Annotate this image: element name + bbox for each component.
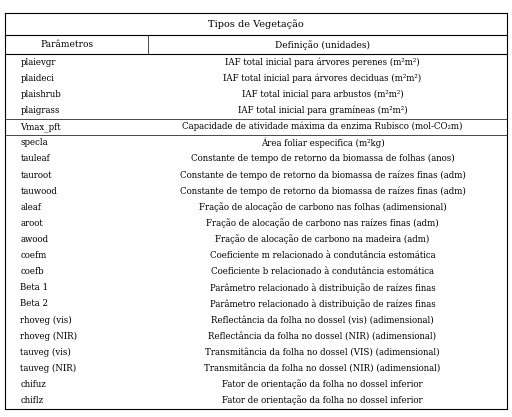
Text: awood: awood bbox=[20, 235, 49, 244]
Text: coefb: coefb bbox=[20, 267, 44, 276]
Text: aleaf: aleaf bbox=[20, 203, 41, 212]
Text: rhoveg (NIR): rhoveg (NIR) bbox=[20, 332, 78, 341]
Text: plaideci: plaideci bbox=[20, 74, 54, 83]
Text: Coeficiente m relacionado à condutância estomática: Coeficiente m relacionado à condutância … bbox=[210, 251, 435, 260]
Text: Reflectância da folha no dossel (NIR) (adimensional): Reflectância da folha no dossel (NIR) (a… bbox=[208, 332, 437, 341]
Text: Constante de tempo de retorno da biomassa de folhas (anos): Constante de tempo de retorno da biomass… bbox=[190, 154, 455, 163]
Text: tauroot: tauroot bbox=[20, 171, 52, 180]
Text: Vmax_pft: Vmax_pft bbox=[20, 122, 61, 131]
Text: Constante de tempo de retorno da biomassa de raízes finas (adm): Constante de tempo de retorno da biomass… bbox=[180, 186, 465, 196]
Text: chiflz: chiflz bbox=[20, 396, 44, 405]
Text: Parâmetro relacionado à distribuição de raízes finas: Parâmetro relacionado à distribuição de … bbox=[210, 283, 435, 293]
Text: IAF total inicial para árvores perenes (m²m²): IAF total inicial para árvores perenes (… bbox=[225, 58, 420, 67]
Text: Constante de tempo de retorno da biomassa de raízes finas (adm): Constante de tempo de retorno da biomass… bbox=[180, 170, 465, 180]
Text: Parâmetros: Parâmetros bbox=[40, 40, 93, 49]
Text: Parâmetro relacionado à distribuição de raízes finas: Parâmetro relacionado à distribuição de … bbox=[210, 299, 435, 309]
Text: Definição (unidades): Definição (unidades) bbox=[275, 40, 370, 50]
Text: Fração de alocação de carbono nas folhas (adimensional): Fração de alocação de carbono nas folhas… bbox=[199, 202, 446, 212]
Text: Beta 1: Beta 1 bbox=[20, 283, 49, 292]
Text: tauveg (vis): tauveg (vis) bbox=[20, 348, 71, 357]
Text: Beta 2: Beta 2 bbox=[20, 299, 49, 309]
Text: plaievgr: plaievgr bbox=[20, 58, 56, 67]
Text: Fração de alocação de carbono na madeira (adm): Fração de alocação de carbono na madeira… bbox=[216, 235, 430, 244]
Text: IAF total inicial para arbustos (m²m²): IAF total inicial para arbustos (m²m²) bbox=[242, 90, 403, 99]
Text: chifuz: chifuz bbox=[20, 380, 47, 389]
Text: rhoveg (vis): rhoveg (vis) bbox=[20, 316, 72, 324]
Text: tauveg (NIR): tauveg (NIR) bbox=[20, 364, 77, 373]
Text: Reflectância da folha no dossel (vis) (adimensional): Reflectância da folha no dossel (vis) (a… bbox=[211, 316, 434, 324]
Text: IAF total inicial para gramíneas (m²m²): IAF total inicial para gramíneas (m²m²) bbox=[238, 106, 408, 116]
Text: aroot: aroot bbox=[20, 219, 43, 228]
Text: Área foliar especifica (m²kg): Área foliar especifica (m²kg) bbox=[261, 138, 385, 148]
Text: Tipos de Vegetação: Tipos de Vegetação bbox=[208, 19, 304, 29]
Text: Transmitância da folha no dossel (VIS) (adimensional): Transmitância da folha no dossel (VIS) (… bbox=[205, 348, 440, 357]
Text: Fração de alocação de carbono nas raízes finas (adm): Fração de alocação de carbono nas raízes… bbox=[206, 219, 439, 228]
Text: plaishrub: plaishrub bbox=[20, 90, 61, 99]
Text: Fator de orientação da folha no dossel inferior: Fator de orientação da folha no dossel i… bbox=[222, 379, 423, 389]
Text: Coeficiente b relacionado à condutância estomática: Coeficiente b relacionado à condutância … bbox=[211, 267, 434, 276]
Text: IAF total inicial para árvores deciduas (m²m²): IAF total inicial para árvores deciduas … bbox=[223, 74, 422, 83]
Text: plaigrass: plaigrass bbox=[20, 106, 60, 115]
Text: tauwood: tauwood bbox=[20, 187, 57, 196]
Text: Capacidade de atividade máxima da enzima Rubisco (mol-CO₂m): Capacidade de atividade máxima da enzima… bbox=[182, 122, 463, 131]
Text: Transmitância da folha no dossel (NIR) (adimensional): Transmitância da folha no dossel (NIR) (… bbox=[204, 364, 441, 373]
Text: specla: specla bbox=[20, 138, 48, 147]
Text: coefm: coefm bbox=[20, 251, 47, 260]
Text: Fator de orientação da folha no dossel inferior: Fator de orientação da folha no dossel i… bbox=[222, 396, 423, 405]
Text: tauleaf: tauleaf bbox=[20, 154, 50, 163]
